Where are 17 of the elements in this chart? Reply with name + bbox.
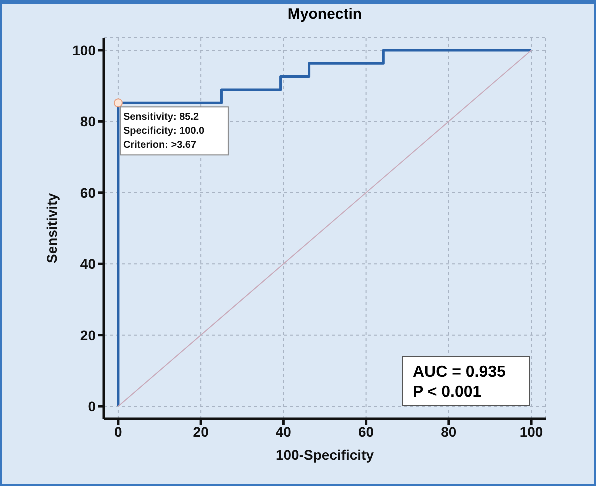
- x-tick-label: 0: [114, 424, 123, 440]
- text-box: AUC = 0.935 P < 0.001: [402, 356, 530, 406]
- x-axis-title: 100-Specificity: [276, 447, 374, 463]
- x-tick-label: 80: [441, 424, 457, 440]
- chart-title: Myonectin: [286, 6, 364, 23]
- x-tick-label: 60: [358, 424, 374, 440]
- y-tick-label: 20: [80, 327, 96, 344]
- x-tick-label: 20: [193, 424, 210, 440]
- y-tick-label: 40: [80, 256, 96, 272]
- y-tick-label: 80: [80, 114, 96, 130]
- y-tick-label: 100: [72, 42, 96, 58]
- y-tick-label: 60: [80, 184, 96, 201]
- x-tick-label: 100: [520, 424, 544, 440]
- y-axis-title: Sensitivity: [44, 193, 60, 264]
- y-tick-label: 0: [88, 398, 96, 415]
- x-tick-label: 40: [276, 424, 292, 440]
- annotation: Sensitivity: 85.2 Specificity: 100.0 Criterion: >3.67: [123, 112, 206, 152]
